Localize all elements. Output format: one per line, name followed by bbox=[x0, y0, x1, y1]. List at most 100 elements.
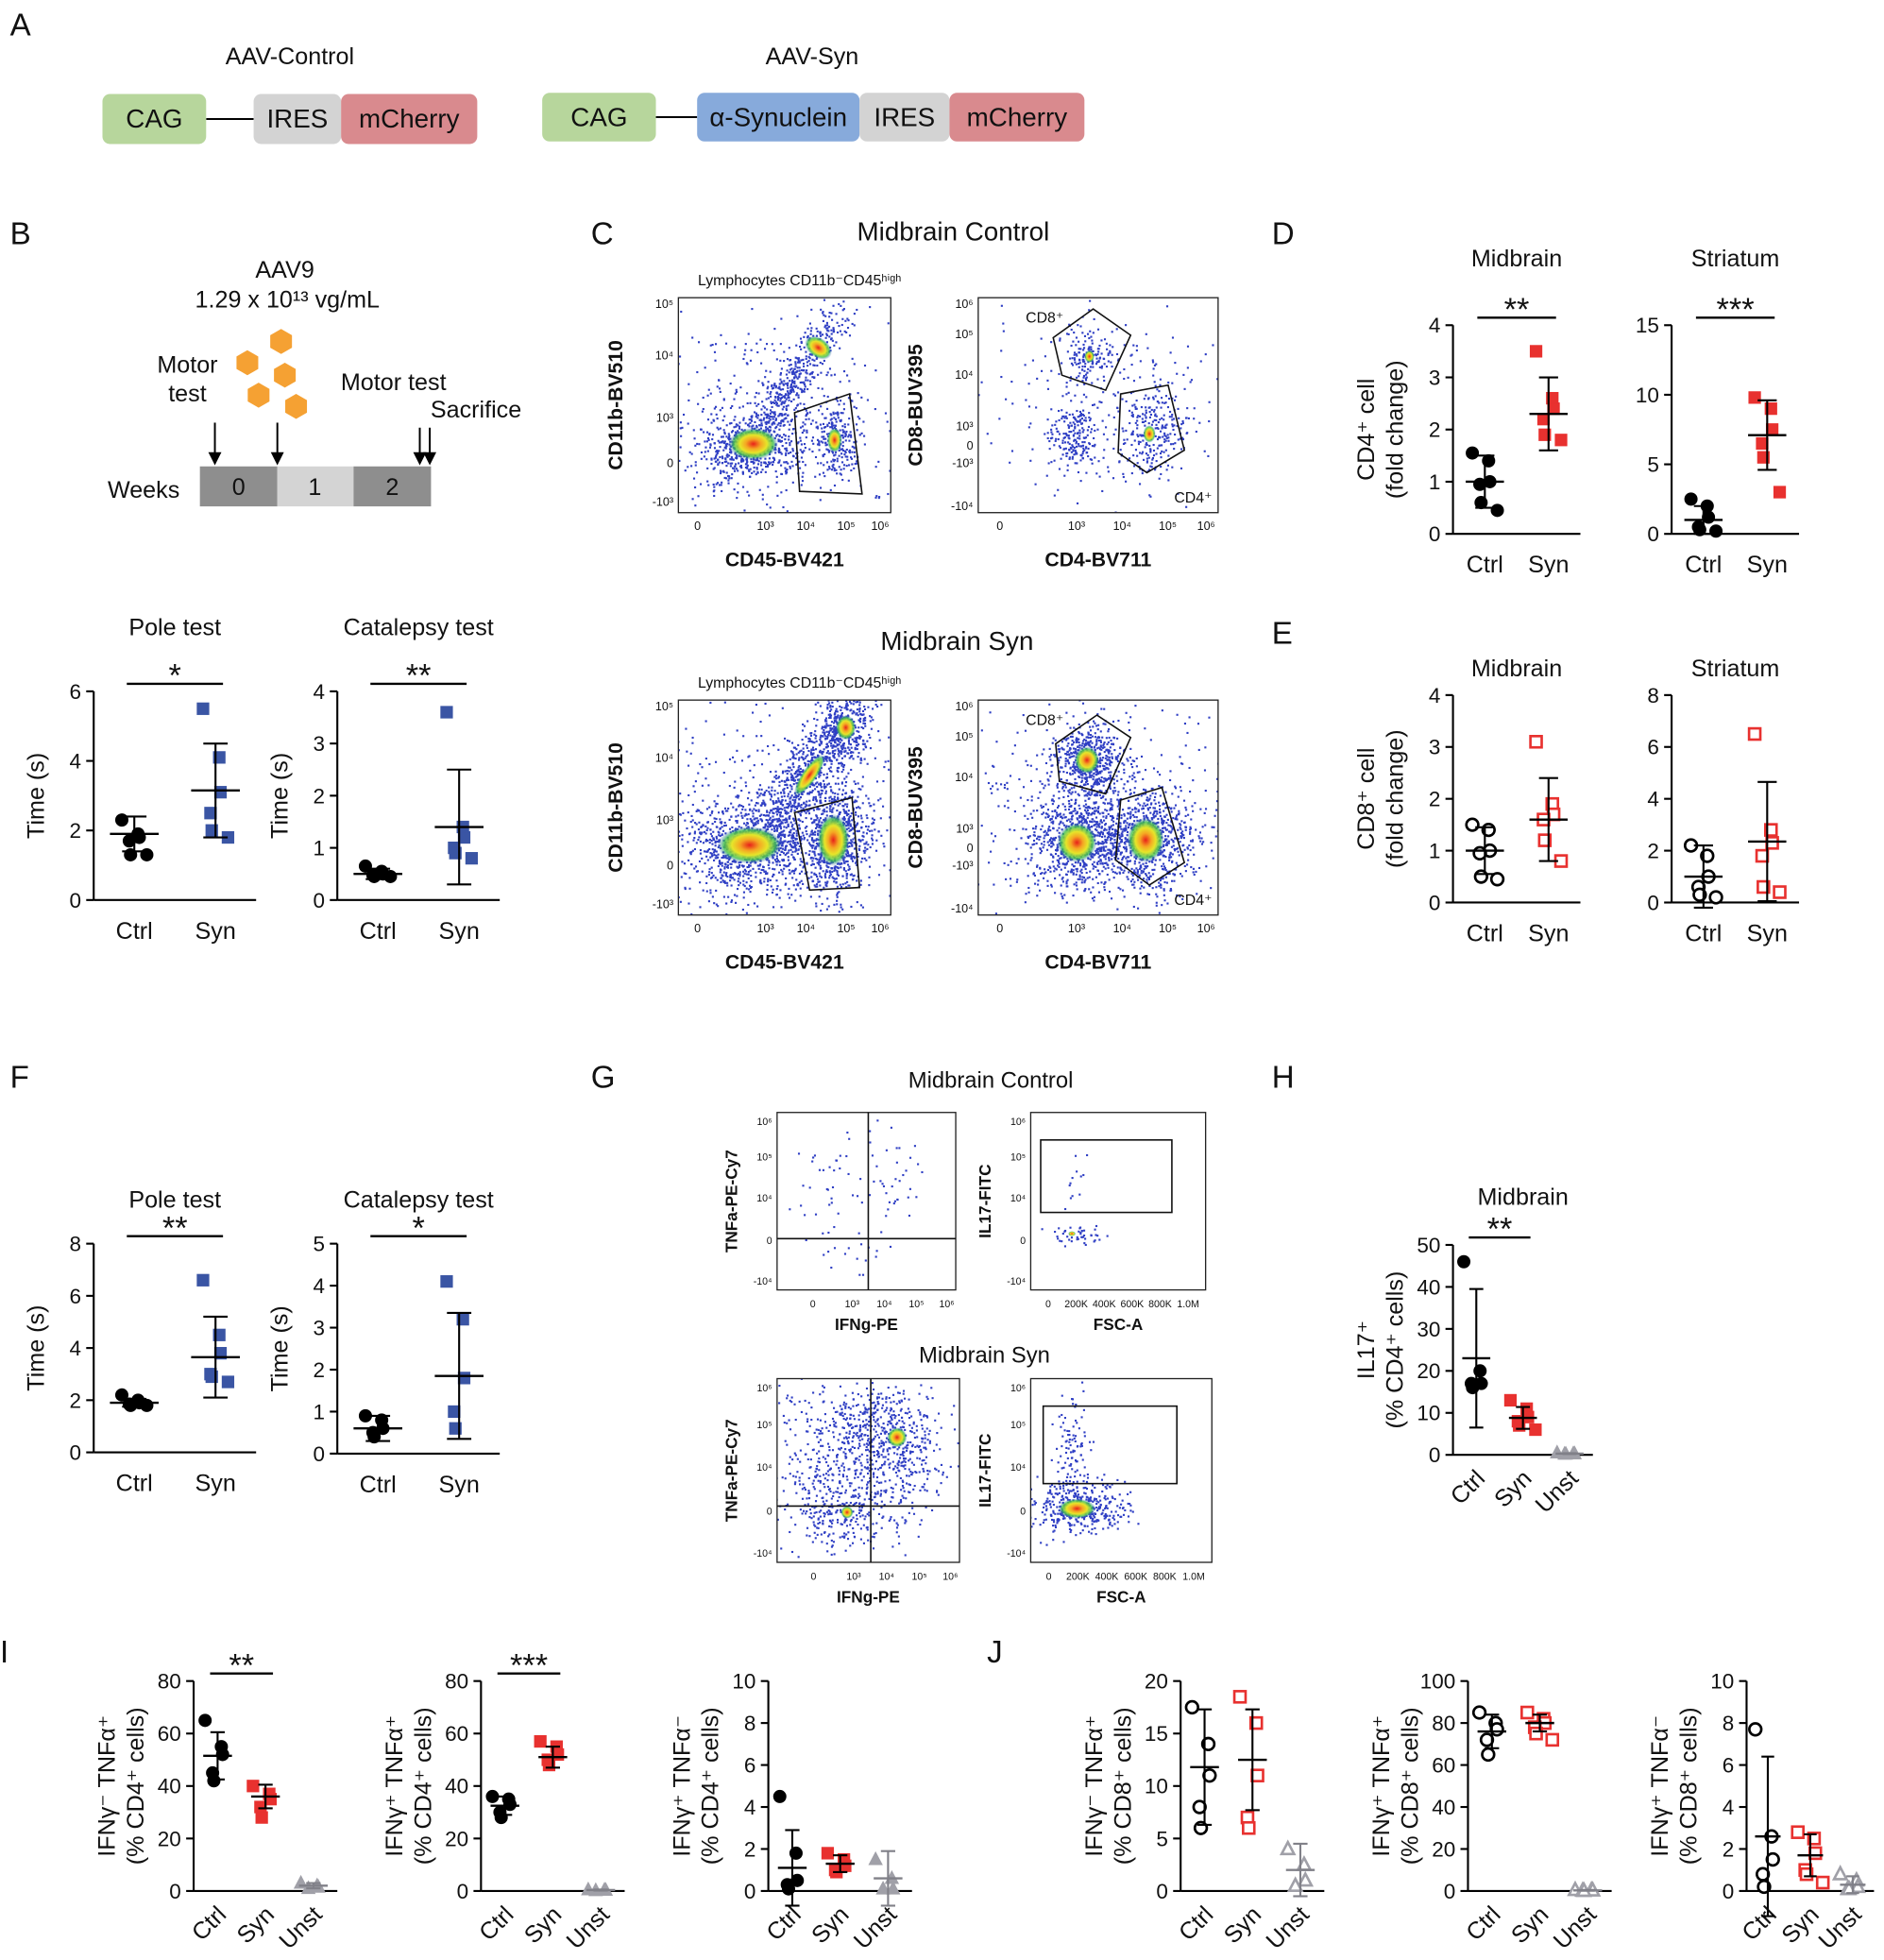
event-dot bbox=[848, 464, 851, 467]
event-dot bbox=[793, 522, 795, 524]
event-dot bbox=[1055, 427, 1058, 430]
event-dot bbox=[771, 828, 773, 831]
event-dot bbox=[857, 752, 860, 755]
event-dot bbox=[709, 877, 713, 879]
event-dot bbox=[764, 421, 767, 424]
event-dot bbox=[836, 767, 839, 770]
event-dot bbox=[729, 879, 732, 882]
event-dot bbox=[860, 396, 863, 399]
event-dot bbox=[785, 852, 789, 855]
event-dot bbox=[853, 455, 857, 458]
event-dot bbox=[802, 751, 805, 754]
event-dot bbox=[713, 442, 716, 445]
event-dot bbox=[776, 792, 779, 794]
event-dot bbox=[1070, 344, 1073, 348]
event-dot bbox=[845, 775, 848, 778]
event-dot bbox=[781, 436, 784, 439]
event-dot bbox=[1078, 348, 1080, 350]
event-dot bbox=[810, 830, 813, 833]
event-dot bbox=[814, 748, 818, 751]
event-dot bbox=[823, 763, 826, 766]
event-dot bbox=[1161, 417, 1163, 419]
event-dot bbox=[1208, 401, 1211, 403]
event-dot bbox=[798, 770, 801, 774]
event-dot bbox=[694, 461, 697, 464]
event-dot bbox=[856, 460, 858, 463]
event-dot bbox=[838, 449, 840, 452]
event-dot bbox=[1172, 418, 1176, 420]
event-dot bbox=[862, 713, 865, 716]
event-dot bbox=[784, 783, 787, 787]
event-dot bbox=[682, 413, 686, 417]
event-dot bbox=[706, 850, 709, 853]
event-dot bbox=[640, 753, 642, 755]
event-dot bbox=[725, 465, 728, 468]
event-dot bbox=[1149, 413, 1153, 417]
event-dot bbox=[757, 380, 760, 383]
event-dot bbox=[710, 852, 713, 855]
event-dot bbox=[747, 873, 750, 876]
event-dot bbox=[681, 800, 684, 803]
event-dot bbox=[776, 423, 779, 426]
event-dot bbox=[835, 469, 838, 471]
event-dot bbox=[809, 734, 813, 737]
event-dot bbox=[833, 741, 837, 743]
event-dot bbox=[697, 341, 701, 344]
event-dot bbox=[750, 349, 753, 351]
event-dot bbox=[1088, 336, 1091, 340]
event-dot bbox=[1070, 362, 1074, 365]
event-dot bbox=[1172, 428, 1175, 432]
event-dot bbox=[738, 425, 741, 428]
y-axis-label: CD8-BUV395 bbox=[905, 344, 926, 467]
event-dot bbox=[799, 337, 803, 340]
event-dot bbox=[883, 845, 886, 848]
event-dot bbox=[706, 418, 710, 421]
event-dot bbox=[734, 416, 737, 418]
event-dot bbox=[794, 374, 797, 377]
event-dot bbox=[1071, 455, 1074, 458]
construct-element bbox=[542, 93, 656, 142]
event-dot bbox=[961, 802, 963, 804]
event-dot bbox=[694, 504, 697, 507]
event-dot bbox=[833, 722, 836, 724]
event-dot bbox=[789, 419, 793, 422]
event-dot bbox=[768, 457, 771, 460]
event-dot bbox=[1084, 419, 1088, 422]
event-dot bbox=[721, 821, 723, 824]
panel-label: F bbox=[10, 1060, 29, 1095]
event-dot bbox=[816, 427, 820, 430]
event-dot bbox=[787, 805, 790, 808]
event-dot bbox=[1096, 328, 1100, 331]
event-dot bbox=[827, 637, 829, 639]
event-dot bbox=[1132, 380, 1136, 383]
event-dot bbox=[1073, 453, 1076, 456]
x-tick-label: 10⁴ bbox=[797, 520, 815, 533]
event-dot bbox=[818, 751, 822, 754]
event-dot bbox=[717, 864, 720, 868]
event-dot bbox=[733, 374, 736, 377]
event-dot bbox=[703, 830, 706, 833]
event-dot bbox=[1093, 403, 1095, 406]
event-dot bbox=[818, 442, 821, 445]
event-dot bbox=[749, 421, 752, 424]
event-dot bbox=[766, 883, 769, 887]
event-dot bbox=[679, 355, 682, 358]
event-dot bbox=[824, 437, 827, 440]
event-dot bbox=[787, 386, 789, 389]
event-dot bbox=[1141, 452, 1144, 455]
event-dot bbox=[858, 434, 861, 436]
event-dot bbox=[781, 401, 784, 403]
event-dot bbox=[1065, 382, 1068, 384]
event-dot bbox=[754, 411, 756, 414]
event-dot bbox=[1081, 452, 1084, 455]
event-dot bbox=[784, 810, 787, 812]
event-dot bbox=[1145, 417, 1147, 419]
event-dot bbox=[738, 863, 741, 867]
event-dot bbox=[1138, 415, 1142, 418]
event-dot bbox=[658, 809, 660, 810]
event-dot bbox=[866, 693, 868, 695]
event-dot bbox=[704, 294, 706, 296]
event-dot bbox=[709, 701, 712, 704]
event-dot bbox=[944, 787, 946, 789]
event-dot bbox=[1167, 454, 1170, 457]
